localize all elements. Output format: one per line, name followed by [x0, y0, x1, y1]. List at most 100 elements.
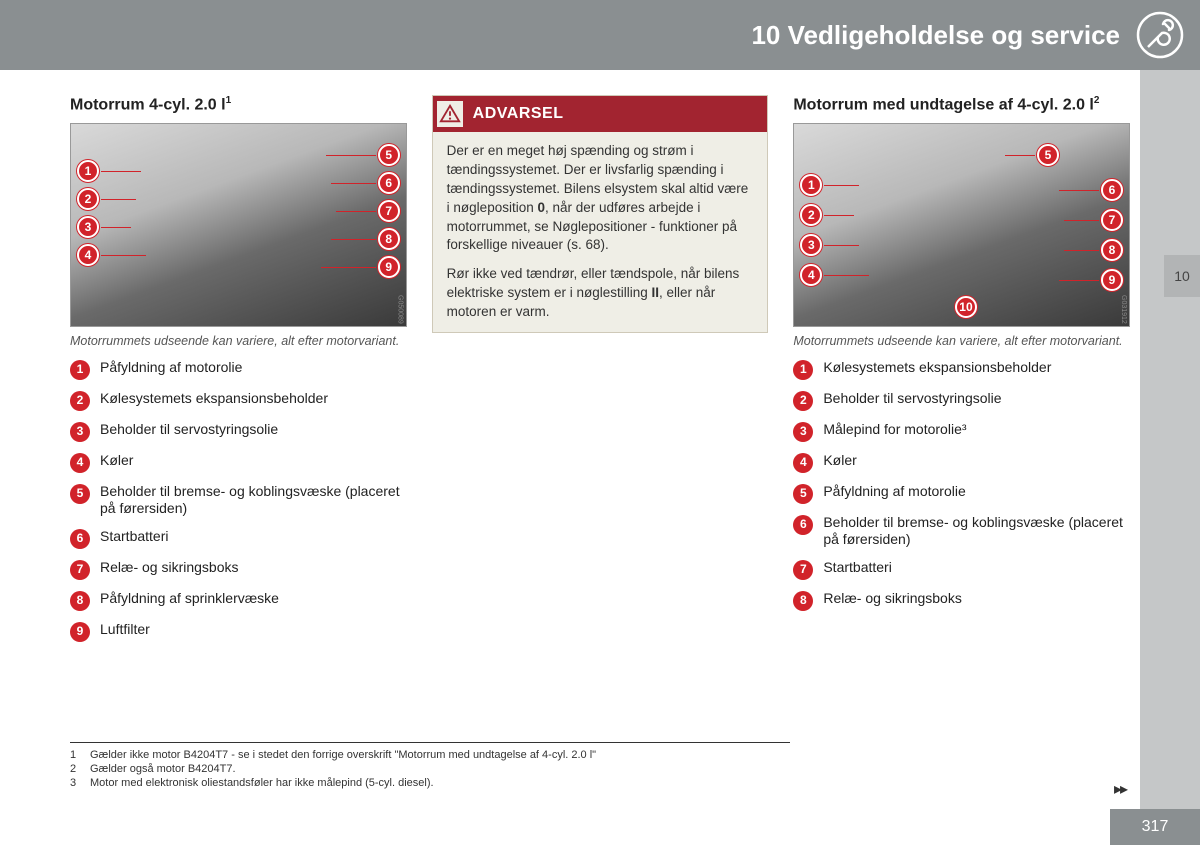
legend-list-left: 1 Påfyldning af motorolie 2 Kølesystemets e…: [70, 359, 407, 642]
legend-item: 3 Beholder til servostyringsolie: [70, 421, 407, 442]
number-badge: 6: [793, 515, 813, 535]
diagram-marker: 6: [378, 172, 400, 194]
image-code: G050089: [397, 295, 404, 324]
diagram-marker: 4: [77, 244, 99, 266]
wrench-icon: [1130, 5, 1190, 65]
legend-text: Relæ- og sikringsboks: [823, 590, 962, 608]
number-badge: 9: [70, 622, 90, 642]
legend-text: Påfyldning af sprinklervæske: [100, 590, 279, 608]
number-badge: 2: [70, 391, 90, 411]
side-margin: 10: [1140, 70, 1200, 845]
diagram-marker: 2: [77, 188, 99, 210]
number-badge: 4: [70, 453, 90, 473]
legend-item: 5 Beholder til bremse- og koblingsvæske (…: [70, 483, 407, 518]
legend-text: Luftfilter: [100, 621, 150, 639]
number-badge: 2: [793, 391, 813, 411]
number-badge: 8: [793, 591, 813, 611]
diagram-marker: 8: [378, 228, 400, 250]
figure-caption: Motorrummets udseende kan variere, alt e…: [793, 333, 1130, 349]
legend-text: Køler: [100, 452, 133, 470]
engine-diagram-left: 1 2 3 4 5 6 7 8 9 G050089: [70, 123, 407, 327]
legend-text: Påfyldning af motorolie: [100, 359, 242, 377]
legend-item: 2 Kølesystemets ekspansionsbeholder: [70, 390, 407, 411]
warning-box: ADVARSEL Der er en meget høj spænding og…: [432, 95, 769, 333]
column-center: ADVARSEL Der er en meget høj spænding og…: [432, 95, 769, 795]
legend-item: 4 Køler: [70, 452, 407, 473]
diagram-marker: 5: [1037, 144, 1059, 166]
number-badge: 5: [70, 484, 90, 504]
diagram-marker: 3: [800, 234, 822, 256]
legend-item: 9 Luftfilter: [70, 621, 407, 642]
diagram-marker: 10: [955, 296, 977, 318]
number-badge: 4: [793, 453, 813, 473]
image-code: G031912: [1120, 295, 1127, 324]
number-badge: 1: [70, 360, 90, 380]
diagram-marker: 1: [77, 160, 99, 182]
legend-item: 6 Startbatteri: [70, 528, 407, 549]
legend-text: Køler: [823, 452, 856, 470]
legend-text: Kølesystemets ekspansionsbeholder: [100, 390, 328, 408]
content-area: Motorrum 4-cyl. 2.0 l1 1 2 3 4 5 6 7 8: [70, 95, 1130, 795]
diagram-marker: 9: [1101, 269, 1123, 291]
diagram-marker: 1: [800, 174, 822, 196]
chapter-title: 10 Vedligeholdelse og service: [751, 20, 1120, 51]
legend-text: Kølesystemets ekspansionsbeholder: [823, 359, 1051, 377]
number-badge: 7: [793, 560, 813, 580]
right-title: Motorrum med undtagelse af 4-cyl. 2.0 l2: [793, 95, 1130, 115]
legend-text: Beholder til servostyringsolie: [100, 421, 278, 439]
number-badge: 6: [70, 529, 90, 549]
diagram-marker: 8: [1101, 239, 1123, 261]
page-number: 317: [1110, 809, 1200, 845]
legend-item: 1 Kølesystemets ekspansionsbeholder: [793, 359, 1130, 380]
column-right: Motorrum med undtagelse af 4-cyl. 2.0 l2…: [793, 95, 1130, 795]
warning-label: ADVARSEL: [473, 103, 564, 125]
legend-list-right: 1 Kølesystemets ekspansionsbeholder 2 Behol…: [793, 359, 1130, 611]
legend-item: 8 Relæ- og sikringsboks: [793, 590, 1130, 611]
warning-triangle-icon: [437, 101, 463, 127]
diagram-marker: 7: [1101, 209, 1123, 231]
footnotes: 1Gælder ikke motor B4204T7 - se i stedet…: [70, 742, 790, 791]
figure-caption: Motorrummets udseende kan variere, alt e…: [70, 333, 407, 349]
diagram-marker: 7: [378, 200, 400, 222]
diagram-marker: 4: [800, 264, 822, 286]
legend-item: 8 Påfyldning af sprinklervæske: [70, 590, 407, 611]
continue-indicator-icon: ▸▸: [1114, 779, 1126, 799]
legend-item: 5 Påfyldning af motorolie: [793, 483, 1130, 504]
legend-item: 6 Beholder til bremse- og koblingsvæske (…: [793, 514, 1130, 549]
chapter-header: 10 Vedligeholdelse og service: [0, 0, 1200, 70]
legend-text: Startbatteri: [100, 528, 168, 546]
warning-paragraph: Der er en meget høj spænding og strøm i …: [447, 142, 754, 255]
legend-item: 4 Køler: [793, 452, 1130, 473]
legend-item: 7 Relæ- og sikringsboks: [70, 559, 407, 580]
footnote: 1Gælder ikke motor B4204T7 - se i stedet…: [70, 749, 790, 761]
diagram-marker: 9: [378, 256, 400, 278]
legend-text: Startbatteri: [823, 559, 891, 577]
footnote: 2Gælder også motor B4204T7.: [70, 763, 790, 775]
number-badge: 3: [70, 422, 90, 442]
legend-item: 1 Påfyldning af motorolie: [70, 359, 407, 380]
legend-text: Beholder til servostyringsolie: [823, 390, 1001, 408]
footnote: 3Motor med elektronisk oliestandsføler h…: [70, 777, 790, 789]
number-badge: 8: [70, 591, 90, 611]
legend-text: Målepind for motorolie³: [823, 421, 966, 439]
legend-item: 3Målepind for motorolie³: [793, 421, 1130, 442]
diagram-marker: 3: [77, 216, 99, 238]
legend-text: Relæ- og sikringsboks: [100, 559, 239, 577]
manual-page: 10 Vedligeholdelse og service 10 Motorru…: [0, 0, 1200, 845]
diagram-marker: 2: [800, 204, 822, 226]
number-badge: 1: [793, 360, 813, 380]
legend-text: Beholder til bremse- og koblingsvæske (p…: [823, 514, 1130, 549]
legend-text: Påfyldning af motorolie: [823, 483, 965, 501]
number-badge: 7: [70, 560, 90, 580]
legend-item: 7 Startbatteri: [793, 559, 1130, 580]
legend-item: 2 Beholder til servostyringsolie: [793, 390, 1130, 411]
warning-paragraph: Rør ikke ved tændrør, eller tændspole, n…: [447, 265, 754, 322]
legend-text: Beholder til bremse- og koblingsvæske (p…: [100, 483, 407, 518]
column-left: Motorrum 4-cyl. 2.0 l1 1 2 3 4 5 6 7 8: [70, 95, 407, 795]
diagram-marker: 6: [1101, 179, 1123, 201]
warning-body: Der er en meget høj spænding og strøm i …: [433, 132, 768, 332]
warning-header: ADVARSEL: [433, 96, 768, 132]
number-badge: 5: [793, 484, 813, 504]
engine-diagram-right: 1 2 3 4 5 6 7 8 9 10 G031912: [793, 123, 1130, 327]
section-tab: 10: [1164, 255, 1200, 297]
